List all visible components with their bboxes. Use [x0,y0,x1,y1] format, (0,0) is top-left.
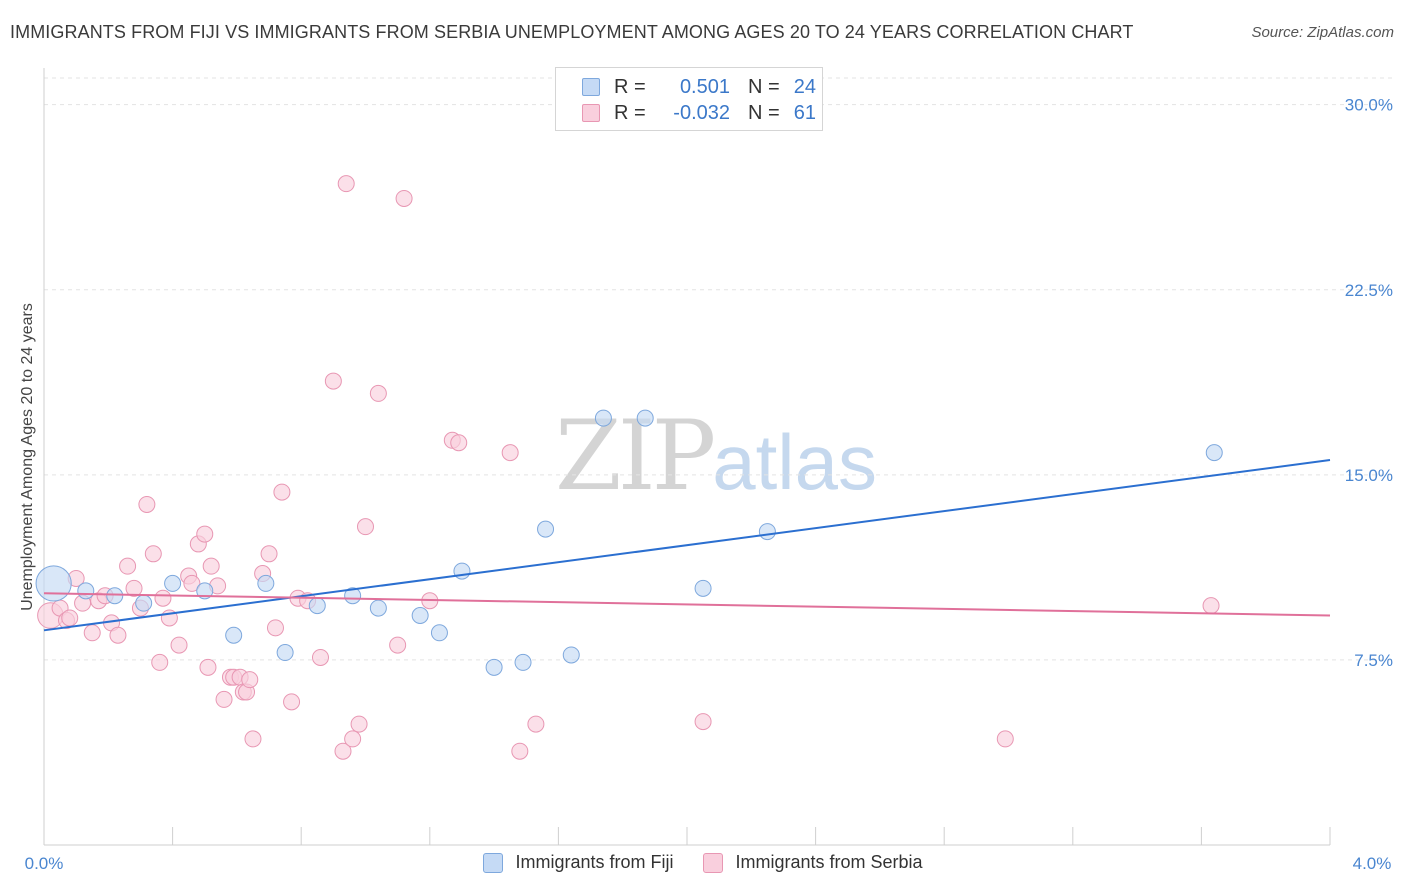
fiji-point [196,582,214,600]
y-tick-label: 22.5% [1345,281,1393,300]
fiji-point [430,624,448,642]
fiji-trend-line [43,459,1331,632]
serbia-point [283,693,301,711]
serbia-point [244,730,262,748]
serbia-point [324,372,342,390]
fiji-point [164,574,182,592]
fiji-point [308,597,326,615]
watermark: ZIPatlas [555,400,877,512]
serbia-point [154,589,172,607]
serbia-point [357,518,374,536]
fiji-point [344,587,362,605]
fiji-point [225,626,243,644]
serbia-point [125,579,143,597]
serbia-point [183,574,201,592]
serbia-point [273,483,291,501]
legend-row-fiji: R = 0.501 N = 24 [582,74,816,100]
fiji-legend-label: Immigrants from Fiji [515,852,674,872]
fiji-legend-swatch [483,852,504,873]
serbia-point [202,557,220,575]
serbia-swatch [582,104,600,122]
fiji-point [35,565,72,602]
serbia-point [501,444,519,462]
serbia-n-label: N = [748,101,780,124]
serbia-point [395,189,413,207]
serbia-point [996,730,1014,748]
fiji-point [537,520,555,538]
serbia-point [337,175,355,193]
serbia-point [61,609,79,627]
serbia-point [199,658,217,676]
fiji-n-value: 24 [793,75,816,98]
legend-row-serbia: R = -0.032 N = 61 [582,100,816,126]
serbia-point [450,434,468,452]
fiji-point [276,644,294,662]
series-legend: Immigrants from Fiji Immigrants from Ser… [0,852,1406,873]
fiji-point [758,523,776,541]
watermark-atlas: atlas [712,418,877,506]
fiji-point [411,607,429,624]
serbia-n-value: 61 [793,101,816,124]
serbia-legend-label: Immigrants from Serbia [735,852,923,872]
serbia-point [196,525,214,543]
fiji-point [135,594,153,612]
serbia-point [215,690,233,708]
serbia-point [138,495,156,513]
fiji-point [1205,444,1223,462]
fiji-point [594,409,612,427]
serbia-point [369,384,387,402]
serbia-point [260,545,278,563]
serbia-point [1202,597,1220,615]
y-tick-label: 15.0% [1345,466,1393,485]
serbia-point [144,545,162,563]
legend-item-fiji[interactable]: Immigrants from Fiji [483,852,673,873]
serbia-point [389,636,407,654]
serbia-r-value: -0.032 [673,101,730,124]
serbia-point [241,671,259,689]
fiji-point [106,587,124,605]
fiji-swatch [582,78,600,96]
stats-legend: R = 0.501 N = 24 R = -0.032 N = 61 [555,67,823,131]
y-tick-label: 7.5% [1354,651,1393,670]
serbia-point [170,636,188,654]
serbia-trend-line [43,592,1331,617]
serbia-r-label: R = [614,101,646,124]
serbia-point [344,730,362,748]
y-tick-label: 30.0% [1345,96,1393,115]
fiji-point [562,646,580,664]
chart-title: IMMIGRANTS FROM FIJI VS IMMIGRANTS FROM … [10,22,1134,42]
x-tick-label: 4.0% [1353,854,1392,873]
watermark-zip: ZIP [555,400,716,512]
serbia-point [694,713,712,731]
serbia-point [350,715,368,733]
serbia-point [266,619,284,637]
x-tick-label: 0.0% [25,854,64,873]
fiji-point [636,409,654,427]
fiji-point [257,574,275,592]
serbia-point [151,653,169,671]
fiji-point [77,582,95,600]
serbia-point [83,624,101,642]
serbia-point [311,648,329,666]
fiji-n-label: N = [748,75,780,98]
source-credit: Source: ZipAtlas.com [1251,24,1394,41]
serbia-point [511,742,529,760]
legend-item-serbia[interactable]: Immigrants from Serbia [703,852,923,873]
fiji-point [514,653,532,671]
fiji-r-label: R = [614,75,646,98]
fiji-point [485,658,503,676]
fiji-point [369,599,387,617]
serbia-point [334,742,352,760]
serbia-point [527,715,545,733]
fiji-point [694,579,712,597]
serbia-point [119,557,137,575]
serbia-legend-swatch [703,852,724,873]
serbia-point [109,626,127,644]
fiji-r-value: 0.501 [679,75,730,98]
